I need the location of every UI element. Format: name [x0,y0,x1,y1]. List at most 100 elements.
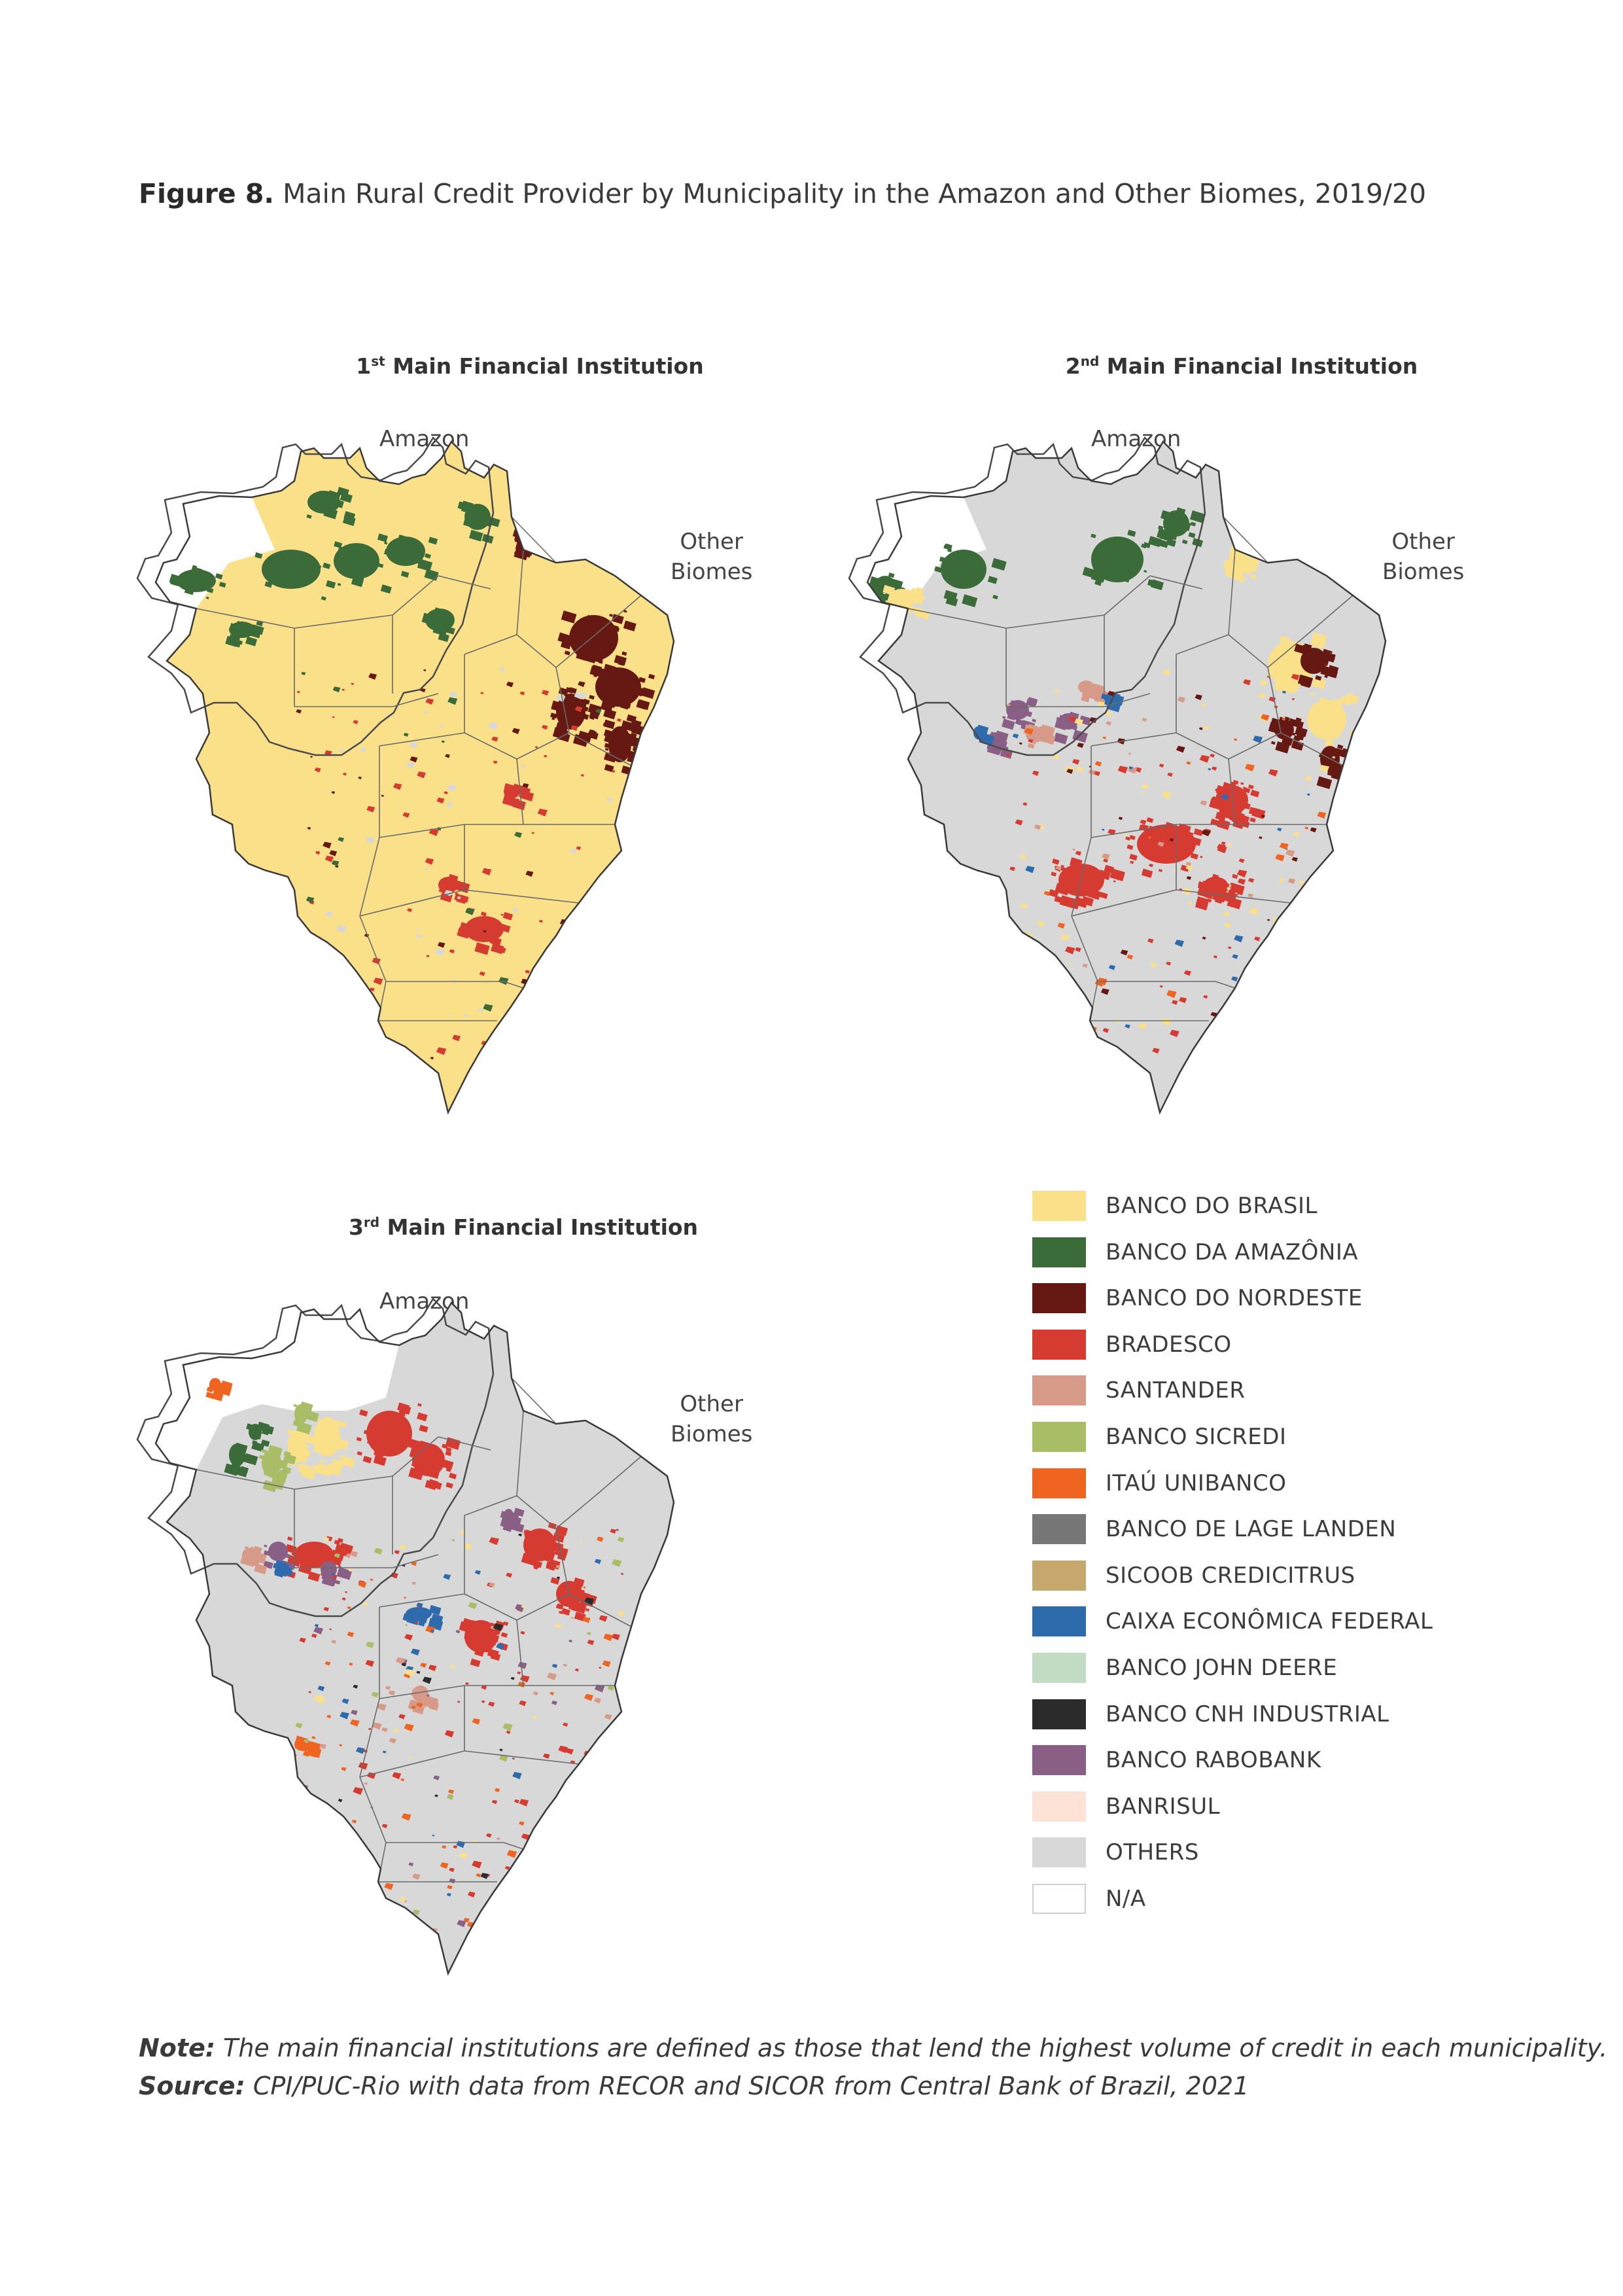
map-panel-3rd: 3rd Main Financial Institution Amazon Ot… [98,1214,831,2019]
municipality [434,948,445,957]
state-border [379,1685,465,1699]
municipality [542,1753,550,1759]
legend-item: BANCO SICREDI [1032,1421,1287,1453]
municipality [1291,732,1296,736]
municipality [887,607,902,620]
legend-label: BANCO JOHN DEERE [1106,1655,1338,1681]
state-border [595,1456,642,1496]
municipality [1223,810,1235,820]
municipality [411,1462,417,1467]
municipality [586,1632,591,1636]
municipality [431,1616,440,1623]
municipality [335,1930,341,1934]
municipality [1186,761,1191,766]
municipality [324,1824,334,1832]
municipality [339,1856,342,1859]
country-outline [866,440,1387,1115]
municipality [502,911,514,921]
municipality [298,1548,302,1551]
municipality [404,1900,408,1903]
municipality [305,1434,315,1443]
municipality [620,670,635,682]
municipality [1299,1067,1310,1076]
municipality [604,747,609,751]
municipality [417,1412,428,1422]
municipality [520,1631,525,1635]
municipality [1319,697,1328,705]
municipality [600,1740,606,1746]
municipality [301,1545,314,1557]
municipality [351,1710,358,1716]
municipality [578,1900,589,1908]
municipality [422,1676,432,1684]
municipality [402,812,410,818]
state-border [359,889,465,917]
municipality [1237,560,1246,567]
municipality [1185,862,1192,866]
municipality [1227,946,1232,949]
municipality [1125,1024,1130,1029]
municipality [1058,715,1068,723]
municipality [591,639,599,646]
municipality [531,1544,537,1549]
municipality [296,709,302,714]
municipality [1280,635,1291,645]
municipality [444,791,448,795]
municipality [1142,718,1147,722]
legend-item: BANCO JOHN DEERE [1032,1651,1337,1684]
municipality [1195,694,1202,701]
municipality [1032,726,1038,731]
municipality [1070,724,1078,731]
municipality [604,1714,612,1720]
municipality [1248,877,1255,883]
municipality [410,554,423,565]
municipality [521,1553,537,1566]
municipality [440,1862,449,1869]
municipality [1126,844,1134,850]
municipality [1102,828,1105,831]
municipality [377,533,389,542]
municipality [424,868,428,871]
municipality [1341,713,1347,718]
municipality [519,1799,529,1807]
municipality [520,790,534,802]
municipality [1201,703,1206,707]
municipality [1077,743,1084,749]
municipality [631,768,637,773]
municipality [353,720,358,724]
source-label: Source: [139,2072,245,2100]
municipality [400,541,413,553]
state-border [503,1842,524,1850]
legend-label: ITAÚ UNIBANCO [1106,1470,1287,1496]
municipality [589,694,595,700]
municipality [604,1805,612,1811]
municipality [224,1463,239,1476]
municipality [1304,775,1312,781]
municipality [274,1569,285,1578]
municipality [552,1532,565,1543]
municipality [1035,980,1043,986]
municipality [246,1423,256,1432]
municipality [584,1597,595,1606]
municipality [608,1046,614,1050]
municipality [1072,848,1075,851]
state-border [438,575,491,590]
municipality [1005,753,1011,757]
state-border [392,1554,439,1568]
municipality [334,1420,343,1428]
municipality [1310,1067,1319,1073]
municipality [1331,698,1343,708]
municipality [948,570,962,581]
municipality [237,620,241,624]
municipality [483,1004,493,1012]
municipality [1249,574,1257,580]
municipality [366,805,375,813]
municipality [1227,887,1231,891]
municipality [434,607,440,612]
municipality [393,546,400,552]
municipality [1102,1028,1109,1033]
municipality [532,1910,541,1916]
municipality [383,548,393,557]
municipality [1055,1055,1058,1057]
municipality [1075,873,1082,879]
